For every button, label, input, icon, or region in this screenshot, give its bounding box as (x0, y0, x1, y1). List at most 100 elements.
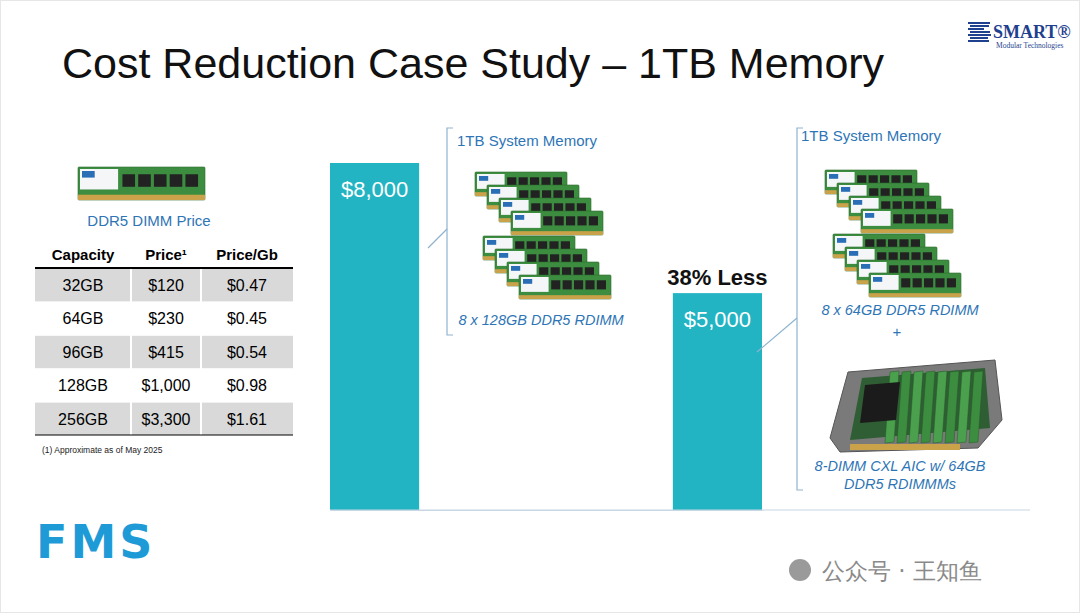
logo-stripe (970, 31, 990, 33)
dimm-chip (566, 216, 575, 225)
card-heatsink (860, 382, 900, 423)
table-cell: 128GB (58, 377, 108, 394)
dimm-chip (551, 280, 560, 289)
table-cell: 64GB (63, 310, 104, 327)
card-dimm (897, 371, 911, 443)
table-cell: $0.45 (227, 310, 267, 327)
event-logo: FMS (36, 515, 155, 569)
table-cell: $0.47 (227, 277, 267, 294)
dimm-chip (585, 280, 594, 289)
table-header: Price¹ (145, 246, 187, 263)
dimm-label-mark (487, 240, 496, 245)
table-bottom-rule (35, 435, 293, 436)
card-dimm (945, 371, 959, 443)
company-logo: SMART®Modular Technologies (968, 22, 1071, 50)
dimm-chip (563, 280, 572, 289)
table-cell: 32GB (63, 277, 104, 294)
background (0, 0, 1080, 613)
dimm-label-mark (479, 176, 488, 181)
x-axis-line (331, 510, 763, 511)
dimm-chip (543, 216, 552, 225)
slide-border (1, 1, 1080, 613)
card-dimm (933, 371, 947, 443)
x-axis (331, 510, 763, 512)
baseline (330, 510, 1030, 511)
table-row-shade (35, 336, 130, 368)
table-cell: $1.61 (227, 411, 267, 428)
data-label: $5,000 (684, 307, 751, 332)
config-item: 8 x 128GB DDR5 RDIMM (458, 312, 624, 328)
logo-stripe (968, 40, 989, 42)
bar (330, 163, 419, 510)
table-cell: $1,000 (142, 377, 191, 394)
table-header: Capacity (52, 246, 115, 263)
dimm-label-mark (861, 264, 870, 269)
dimm-contacts (511, 231, 603, 235)
data-label: $8,000 (341, 177, 408, 202)
dimm-label (863, 211, 891, 226)
dimm-label-mark (523, 279, 532, 284)
table-cell: $230 (148, 310, 184, 327)
dimm-board (78, 167, 205, 200)
dimm-illustration (861, 209, 953, 233)
dimm-label-mark (849, 251, 858, 256)
bracket (797, 128, 803, 490)
dimm-illustration (519, 275, 611, 299)
chart: $8,000$5,00038% Less (330, 163, 1030, 511)
company-name: SMART® (993, 22, 1071, 42)
dimm-label-mark (491, 189, 500, 194)
company-subtitle: Modular Technologies (996, 41, 1064, 50)
dimm-contacts (861, 229, 953, 233)
dimm-chip (913, 278, 922, 287)
dimm-chip (589, 216, 598, 225)
dimm-chip (947, 278, 956, 287)
dimm-chip (185, 174, 198, 187)
table-row-shade (132, 269, 200, 301)
table-row-shade (132, 403, 200, 435)
config-plus: + (893, 323, 902, 340)
price-table: DDR5 DIMM PriceCapacityPrice¹Price/Gb32G… (35, 167, 293, 455)
dimm-board (519, 275, 611, 299)
dimm-label-mark (499, 253, 508, 258)
bracket (447, 128, 453, 335)
dimm-chip (122, 174, 135, 187)
dimm-chip (905, 214, 914, 223)
table-caption: DDR5 DIMM Price (87, 212, 210, 229)
dimm-chip (138, 174, 151, 187)
dimm-label (521, 277, 549, 292)
dimm-illustration (511, 211, 603, 235)
bars (330, 163, 762, 510)
table-cell: $0.54 (227, 344, 267, 361)
dimm-chip (893, 214, 902, 223)
table-row-shade (35, 269, 130, 301)
config-0: 1TB System Memory 8 x 128GB DDR5 RDIMM (428, 128, 625, 335)
table-header-rule (35, 267, 293, 269)
config-1: 1TB System Memory8 x 64GB DDR5 RDIMM+8-D… (757, 127, 1002, 492)
config-heading: 1TB System Memory (457, 132, 598, 149)
dimm-label-mark (829, 174, 838, 179)
config-item: 8 x 64GB DDR5 RDIMM (821, 302, 979, 318)
bracket-connector (428, 229, 447, 248)
dimm-board (861, 209, 953, 233)
dimm-contacts (519, 295, 611, 299)
dimm-chip (916, 214, 925, 223)
slide: Cost Reduction Case Study – 1TB Memory SM… (0, 0, 1080, 613)
logo-stripe (970, 25, 989, 27)
table-cell: $0.98 (227, 377, 267, 394)
dimm-label-mark (853, 200, 862, 205)
dimm-chip (939, 214, 948, 223)
table-cell: $3,300 (142, 411, 191, 428)
slide-title: Cost Reduction Case Study – 1TB Memory (62, 39, 885, 87)
logo-stripe (970, 37, 988, 39)
config-heading: 1TB System Memory (801, 127, 942, 144)
dimm-label-mark (873, 277, 882, 282)
dimm-chip (170, 174, 183, 187)
table-row-shade (202, 403, 293, 435)
dimm-board (869, 273, 961, 297)
table-footnote: (1) Approximate as of May 2025 (42, 445, 163, 455)
dimm-illustration (869, 273, 961, 297)
table-cell: $415 (148, 344, 184, 361)
dimm-contacts (78, 195, 205, 200)
card-dimm (921, 371, 935, 443)
cxl-card (830, 360, 1002, 452)
